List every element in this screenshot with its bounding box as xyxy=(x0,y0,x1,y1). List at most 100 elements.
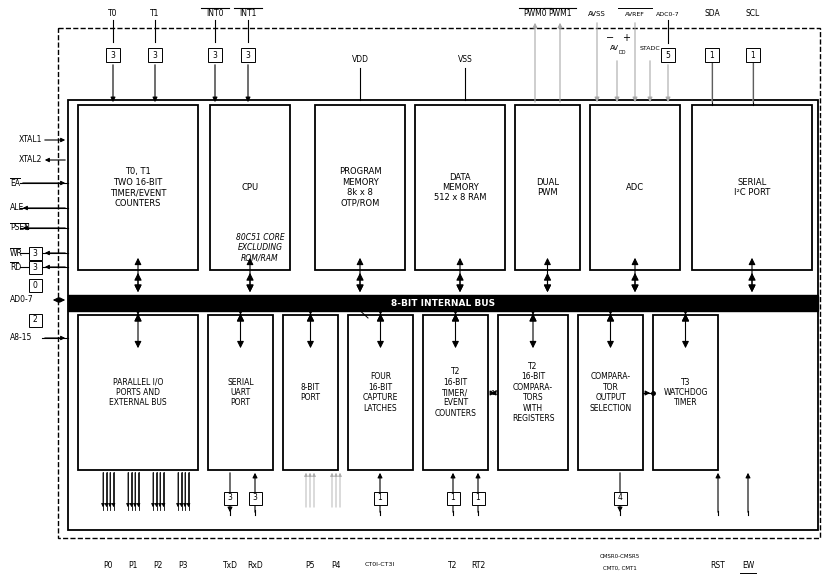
Text: COMPARA-
TOR
OUTPUT
SELECTION: COMPARA- TOR OUTPUT SELECTION xyxy=(589,372,632,413)
Text: T2: T2 xyxy=(448,560,457,570)
Bar xyxy=(68,100,818,530)
Text: DD: DD xyxy=(618,49,626,54)
Text: P0: P0 xyxy=(103,560,113,570)
Text: 8-BIT
PORT: 8-BIT PORT xyxy=(300,383,320,402)
Bar xyxy=(705,48,719,62)
Text: CMSR0-CMSR5: CMSR0-CMSR5 xyxy=(600,555,640,559)
Bar xyxy=(78,315,198,470)
Bar xyxy=(58,28,820,538)
Bar xyxy=(661,48,675,62)
Bar xyxy=(590,105,680,270)
Text: PWM1: PWM1 xyxy=(549,9,572,19)
Bar xyxy=(374,492,387,504)
Text: 1: 1 xyxy=(476,493,481,503)
Bar xyxy=(746,48,760,62)
Text: FOUR
16-BIT
CAPTURE
LATCHES: FOUR 16-BIT CAPTURE LATCHES xyxy=(363,372,398,413)
Text: T0, T1
TWO 16-BIT
TIMER/EVENT
COUNTERS: T0, T1 TWO 16-BIT TIMER/EVENT COUNTERS xyxy=(110,167,166,208)
Text: 0: 0 xyxy=(32,280,37,290)
Text: SERIAL
I²C PORT: SERIAL I²C PORT xyxy=(734,178,770,197)
Text: 16: 16 xyxy=(354,297,363,303)
Text: EW: EW xyxy=(742,560,754,570)
Text: 1: 1 xyxy=(710,50,715,60)
Bar xyxy=(423,315,488,470)
Text: 3: 3 xyxy=(32,262,37,272)
Bar xyxy=(241,48,255,62)
Text: 3: 3 xyxy=(246,50,251,60)
Text: SERIAL
UART
PORT: SERIAL UART PORT xyxy=(227,378,254,408)
Bar xyxy=(223,492,237,504)
Text: RD: RD xyxy=(10,262,22,272)
Text: 8-BIT INTERNAL BUS: 8-BIT INTERNAL BUS xyxy=(391,299,495,307)
Text: INT0: INT0 xyxy=(206,9,224,19)
Text: A8-15: A8-15 xyxy=(10,334,32,343)
Bar xyxy=(148,48,162,62)
Bar xyxy=(208,48,222,62)
Text: 4: 4 xyxy=(618,493,622,503)
Text: XTAL2: XTAL2 xyxy=(18,156,42,164)
Text: T3
WATCHDOG
TIMER: T3 WATCHDOG TIMER xyxy=(663,378,708,408)
Text: 16: 16 xyxy=(491,390,500,396)
Bar xyxy=(283,315,338,470)
Text: INT1: INT1 xyxy=(239,9,256,19)
Text: −: − xyxy=(606,33,614,43)
Text: T2
16-BIT
COMPARA-
TORS
WITH
REGISTERS: T2 16-BIT COMPARA- TORS WITH REGISTERS xyxy=(512,362,554,423)
Bar xyxy=(498,315,568,470)
Bar xyxy=(28,278,42,291)
Text: 3: 3 xyxy=(110,50,115,60)
Text: P1: P1 xyxy=(129,560,138,570)
Text: 3: 3 xyxy=(212,50,217,60)
Bar xyxy=(447,492,460,504)
Text: 1: 1 xyxy=(750,50,755,60)
Text: RxD: RxD xyxy=(247,560,263,570)
Text: 3: 3 xyxy=(32,248,37,258)
Text: 3: 3 xyxy=(252,493,257,503)
Text: P3: P3 xyxy=(178,560,188,570)
Text: 80C51 CORE
EXCLUDING
ROM/RAM: 80C51 CORE EXCLUDING ROM/RAM xyxy=(236,233,285,263)
Bar xyxy=(28,247,42,259)
Text: PARALLEL I/O
PORTS AND
EXTERNAL BUS: PARALLEL I/O PORTS AND EXTERNAL BUS xyxy=(110,378,167,408)
Text: RST: RST xyxy=(710,560,725,570)
Text: WR: WR xyxy=(10,248,23,258)
Text: XTAL1: XTAL1 xyxy=(18,135,42,145)
Bar xyxy=(471,492,485,504)
Text: VDD: VDD xyxy=(351,56,369,64)
Text: T2
16-BIT
TIMER/
EVENT
COUNTERS: T2 16-BIT TIMER/ EVENT COUNTERS xyxy=(435,367,476,418)
Bar xyxy=(315,105,405,270)
Text: STADC: STADC xyxy=(640,46,661,50)
Text: 1: 1 xyxy=(451,493,456,503)
Text: CT0I-CT3I: CT0I-CT3I xyxy=(365,563,395,567)
Text: SCL: SCL xyxy=(746,9,760,19)
Text: 3: 3 xyxy=(153,50,158,60)
Text: PWM0: PWM0 xyxy=(523,9,547,19)
Text: 3: 3 xyxy=(227,493,232,503)
Text: T1: T1 xyxy=(150,9,159,19)
Bar xyxy=(515,105,580,270)
Text: P5: P5 xyxy=(305,560,315,570)
Text: ALE: ALE xyxy=(10,203,24,212)
Text: ADC: ADC xyxy=(626,183,644,192)
Text: RT2: RT2 xyxy=(471,560,485,570)
Bar xyxy=(248,492,261,504)
Bar xyxy=(78,105,198,270)
Text: VSS: VSS xyxy=(457,56,472,64)
Text: 5: 5 xyxy=(666,50,671,60)
Text: AV: AV xyxy=(609,45,618,51)
Text: AVSS: AVSS xyxy=(588,11,606,17)
Text: P2: P2 xyxy=(154,560,163,570)
Text: CMT0, CMT1: CMT0, CMT1 xyxy=(603,566,637,570)
Bar xyxy=(578,315,643,470)
Text: 2: 2 xyxy=(32,316,37,324)
Bar xyxy=(28,261,42,273)
Text: PSEN: PSEN xyxy=(10,223,30,233)
Text: CPU: CPU xyxy=(242,183,259,192)
Text: 1: 1 xyxy=(378,493,383,503)
Bar xyxy=(208,315,273,470)
Text: +: + xyxy=(622,33,630,43)
Text: EA: EA xyxy=(10,178,20,188)
Text: T0: T0 xyxy=(108,9,118,19)
Text: SDA: SDA xyxy=(704,9,720,19)
Bar xyxy=(348,315,413,470)
Text: DUAL
PWM: DUAL PWM xyxy=(536,178,559,197)
Text: ADC0-7: ADC0-7 xyxy=(657,12,680,16)
Bar xyxy=(28,313,42,327)
